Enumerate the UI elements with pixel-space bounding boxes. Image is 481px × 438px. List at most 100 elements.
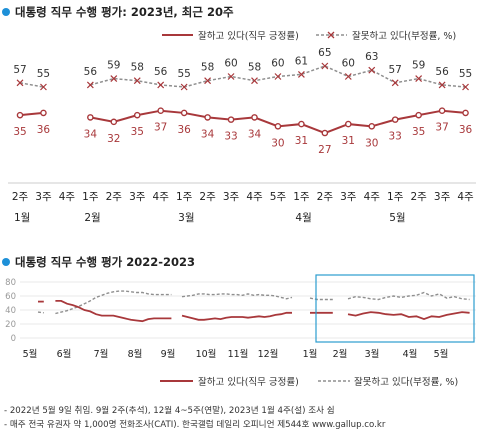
approve-value-label: 37 — [154, 122, 167, 134]
y-tick-label: 60 — [5, 292, 16, 302]
disapprove-value-label: 59 — [412, 60, 425, 72]
disapprove-value-label: 55 — [177, 68, 190, 80]
approve-point — [40, 109, 47, 117]
disapprove-value-label: 63 — [365, 51, 378, 63]
x-tick-label: 2주 — [106, 191, 123, 203]
approve-value-label: 31 — [295, 135, 308, 147]
month-label: 3월 — [178, 212, 194, 224]
x-tick-label: 1주 — [387, 191, 404, 203]
disapprove-point — [321, 62, 329, 70]
disapprove-line — [55, 290, 172, 315]
approve-value-label: 36 — [37, 124, 51, 136]
approve-value-label: 34 — [248, 128, 262, 140]
approve-point — [16, 111, 24, 119]
month-label: 1월 — [14, 212, 30, 224]
x-tick-label: 4주 — [246, 191, 263, 203]
disapprove-value-label: 55 — [37, 68, 50, 80]
disapprove-point — [368, 66, 376, 74]
legend-disapprove-label: 잘못하고 있다(부정률, %) — [354, 376, 458, 388]
x-tick-label: 2주 — [317, 191, 334, 203]
disapprove-value-label: 61 — [295, 55, 308, 67]
approve-point — [227, 116, 235, 123]
x-tick-label: 4주 — [457, 191, 474, 203]
chart2-long-term-line-chart: 0 20 40 60 80 5월 6월 7월 8월 9월 10월 11월 12월 1월 2월 3월 4월 5월잘하… — [5, 274, 476, 388]
chart2-title-text: 대통령 직무 수행 평가 2022-2023 — [15, 255, 196, 269]
month-tick-label: 12월 — [258, 348, 279, 360]
month-tick-label: 2월 — [333, 348, 348, 360]
legend-disapprove-marker — [327, 31, 335, 39]
disapprove-point — [462, 83, 469, 91]
disapprove-line — [347, 291, 470, 301]
month-tick-label: 10월 — [196, 348, 217, 360]
disapprove-value-label: 60 — [271, 58, 284, 70]
approve-value-label: 37 — [435, 122, 448, 134]
x-tick-label: 2주 — [410, 191, 427, 203]
legend-approve-label: 잘하고 있다(직무 긍정률) — [198, 30, 299, 42]
x-tick-label: 1주 — [176, 191, 193, 203]
disapprove-value-label: 60 — [224, 58, 237, 70]
disapprove-point — [110, 75, 118, 83]
disapprove-line — [37, 311, 44, 314]
approve-value-label: 32 — [107, 133, 120, 145]
approve-point — [204, 114, 211, 121]
approve-point — [180, 109, 188, 117]
x-tick-label: 2주 — [199, 191, 216, 203]
chart1-title-text: 대통령 직무 수행 평가: 2023년, 최근 20주 — [15, 5, 234, 19]
month-tick-label: 1월 — [303, 348, 318, 360]
disapprove-value-label: 65 — [318, 47, 331, 59]
disapprove-point — [391, 79, 399, 87]
disapprove-value-label: 56 — [154, 66, 168, 78]
disapprove-value-label: 57 — [389, 64, 402, 76]
chart2-title: 대통령 직무 수행 평가 2022-2023 — [2, 254, 195, 270]
disapprove-point — [133, 77, 141, 85]
month-tick-label: 6월 — [57, 348, 72, 360]
approve-line — [55, 299, 172, 323]
approve-value-label: 33 — [224, 131, 237, 143]
approve-value-label: 31 — [342, 135, 355, 147]
month-tick-label: 4월 — [403, 348, 418, 360]
disapprove-point — [297, 70, 305, 78]
approve-line — [181, 311, 292, 321]
disapprove-value-label: 59 — [107, 60, 120, 72]
disapprove-point — [415, 75, 423, 83]
x-tick-label: 1주 — [293, 191, 310, 203]
approve-value-label: 35 — [412, 126, 425, 138]
x-tick-label: 3주 — [434, 191, 451, 203]
x-tick-label: 4주 — [153, 191, 170, 203]
x-tick-label: 3주 — [35, 191, 52, 203]
month-tick-label: 8월 — [128, 348, 143, 360]
month-label: 2월 — [84, 212, 100, 224]
month-tick-label: 5월 — [23, 348, 38, 360]
disapprove-value-label: 56 — [84, 66, 98, 78]
month-label: 4월 — [295, 212, 311, 224]
x-tick-label: 1주 — [82, 191, 99, 203]
disapprove-point — [274, 73, 282, 80]
disapprove-value-label: 58 — [131, 62, 144, 74]
disapprove-line — [181, 293, 293, 300]
legend-disapprove-label: 잘못하고 있다(부정률, %) — [352, 30, 456, 42]
disapprove-value-label: 58 — [248, 62, 261, 74]
x-tick-label: 3주 — [129, 191, 146, 203]
disapprove-point — [16, 79, 24, 87]
disapprove-point — [227, 73, 235, 80]
chart1-title: 대통령 직무 수행 평가: 2023년, 최근 20주 — [2, 4, 234, 20]
highlight-box — [315, 274, 475, 343]
legend-approve-label: 잘하고 있다(직무 긍정률) — [198, 376, 299, 388]
approve-value-label: 33 — [389, 131, 402, 143]
y-tick-label: 80 — [5, 278, 16, 288]
approve-value-label: 36 — [459, 124, 473, 136]
approve-value-label: 30 — [365, 137, 378, 149]
y-tick-label: 20 — [5, 320, 16, 330]
month-tick-label: 9월 — [161, 348, 176, 360]
approve-point — [87, 114, 94, 121]
approve-point — [110, 118, 118, 126]
x-tick-label: 4주 — [364, 191, 381, 203]
disapprove-value-label: 56 — [435, 66, 449, 78]
x-tick-label: 3주 — [340, 191, 357, 203]
bullet-dot-icon — [2, 8, 10, 16]
x-tick-label: 5주 — [270, 191, 287, 203]
approve-point — [415, 111, 422, 119]
disapprove-point — [344, 73, 352, 80]
approve-point — [274, 123, 282, 130]
x-tick-label: 3주 — [223, 191, 240, 203]
